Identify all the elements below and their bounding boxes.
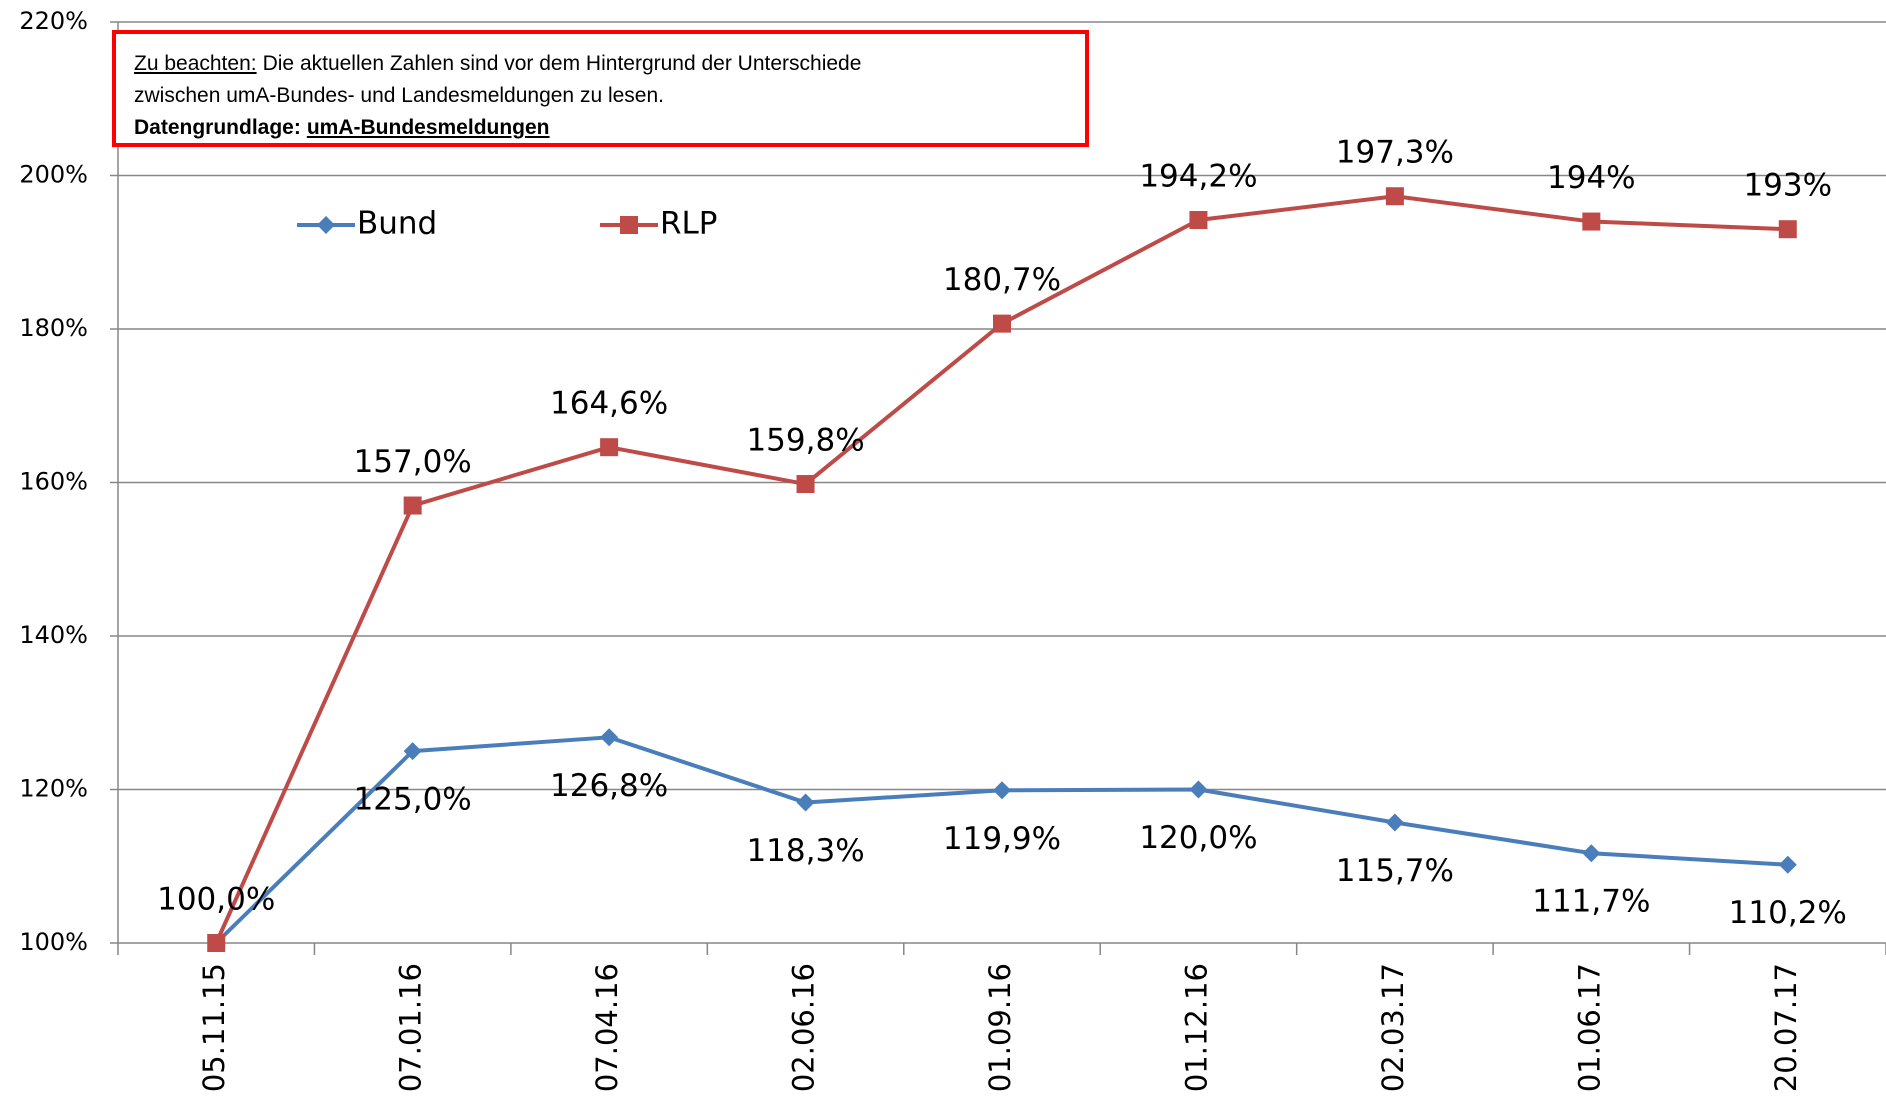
marker [993, 314, 1011, 333]
value-label: 159,8% [746, 423, 864, 459]
note-heading: Zu beachten: [134, 52, 257, 75]
value-label: 180,7% [943, 262, 1061, 298]
marker [207, 934, 226, 952]
note-text: zwischen umA-Bundes- und Landesmeldungen… [134, 84, 664, 107]
value-label: 164,6% [550, 386, 668, 422]
marker [1582, 212, 1601, 231]
value-label: 118,3% [746, 833, 864, 869]
marker [1385, 187, 1404, 206]
value-label: 197,3% [1336, 135, 1454, 171]
x-tick-label: 20.07.17 [1769, 963, 1803, 1092]
y-tick-label: 120% [19, 775, 88, 803]
y-tick-label: 160% [19, 468, 88, 496]
note-line: zwischen umA-Bundes- und Landesmeldungen… [134, 80, 1071, 112]
marker [1189, 211, 1208, 230]
marker [600, 728, 619, 747]
value-label: 194,2% [1139, 159, 1257, 195]
x-tick-label: 02.06.16 [787, 963, 821, 1092]
value-label: 100,0% [157, 882, 275, 918]
note-line: Zu beachten: Die aktuellen Zahlen sind vo… [134, 48, 1071, 80]
value-label: 126,8% [550, 768, 668, 804]
marker [403, 496, 422, 515]
note-source-label: Datengrundlage: [134, 116, 301, 139]
marker [317, 216, 335, 234]
x-tick-label: 01.06.17 [1572, 963, 1606, 1092]
marker [600, 438, 619, 457]
legend-item: RLP [600, 206, 718, 242]
legend-item: Bund [297, 206, 437, 242]
x-tick-label: 02.03.17 [1376, 963, 1410, 1092]
y-tick-label: 100% [19, 928, 88, 956]
marker [1582, 844, 1601, 863]
marker [620, 216, 638, 234]
x-tick-label: 01.12.16 [1179, 963, 1213, 1092]
marker [993, 781, 1011, 800]
legend-label: RLP [660, 206, 718, 242]
marker [1778, 220, 1797, 239]
x-tick-label: 05.11.15 [197, 963, 231, 1092]
y-tick-label: 140% [19, 621, 88, 649]
marker [1385, 813, 1404, 832]
x-tick-label: 07.04.16 [590, 963, 624, 1092]
y-tick-label: 220% [19, 7, 88, 35]
x-tick-label: 07.01.16 [394, 963, 428, 1092]
note-text: Die aktuellen Zahlen sind vor dem Hinter… [262, 52, 862, 75]
y-tick-label: 180% [19, 314, 88, 342]
value-label: 193% [1743, 168, 1832, 204]
value-label: 110,2% [1729, 895, 1847, 931]
marker [403, 742, 422, 761]
legend-label: Bund [357, 206, 437, 242]
value-label: 157,0% [354, 444, 472, 480]
value-label: 120,0% [1139, 820, 1257, 856]
note-line: Datengrundlage: umA-Bundesmeldungen [134, 112, 1071, 144]
note-source: umA-Bundesmeldungen [306, 116, 550, 139]
value-label: 115,7% [1336, 853, 1454, 889]
note-box: Zu beachten: Die aktuellen Zahlen sind vo… [112, 30, 1089, 147]
value-label: 194% [1547, 160, 1636, 196]
marker [1189, 780, 1208, 799]
marker [796, 475, 815, 494]
value-label: 111,7% [1532, 884, 1650, 920]
y-tick-label: 200% [19, 161, 88, 189]
value-label: 125,0% [354, 782, 472, 818]
marker [1778, 855, 1797, 874]
value-label: 119,9% [943, 821, 1061, 857]
x-tick-label: 01.09.16 [983, 963, 1017, 1092]
marker [796, 793, 815, 812]
